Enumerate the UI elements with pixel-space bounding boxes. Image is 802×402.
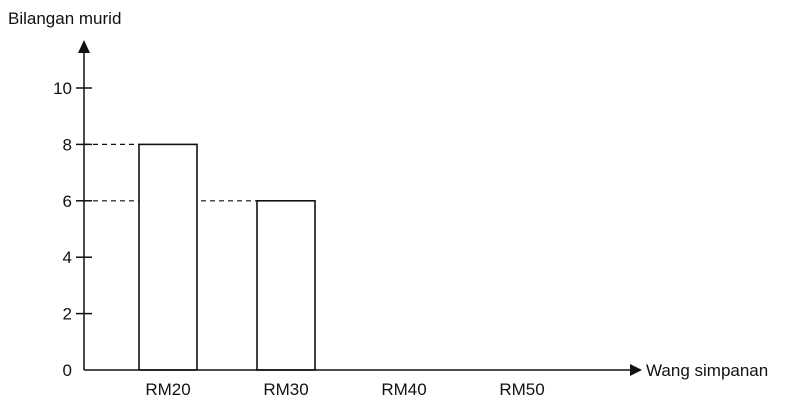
y-tick-label-4: 4: [63, 248, 72, 267]
x-tick-label-rm50: RM50: [499, 380, 544, 399]
bar-rm30: [256, 200, 316, 371]
x-ticks-layer: RM20 RM30 RM40 RM50: [145, 380, 544, 399]
x-tick-label-rm40: RM40: [381, 380, 426, 399]
y-ticks-layer: 0 2 4 6 8 10: [53, 79, 92, 380]
y-tick-label-2: 2: [63, 305, 72, 324]
y-tick-label-6: 6: [63, 192, 72, 211]
x-tick-label-rm20: RM20: [145, 380, 190, 399]
x-axis-title: Wang simpanan: [646, 361, 768, 380]
y-axis-arrowhead: [78, 40, 90, 53]
x-tick-label-rm30: RM30: [263, 380, 308, 399]
y-tick-label-10: 10: [53, 79, 72, 98]
bar-rm20: [138, 143, 198, 371]
y-tick-label-0: 0: [63, 361, 72, 380]
x-axis-arrowhead: [630, 364, 642, 376]
y-tick-label-8: 8: [63, 135, 72, 154]
reference-lines-layer: [84, 143, 257, 202]
bars-layer: [138, 143, 316, 371]
axes-layer: [78, 40, 642, 376]
y-axis-title: Bilangan murid: [8, 9, 121, 28]
